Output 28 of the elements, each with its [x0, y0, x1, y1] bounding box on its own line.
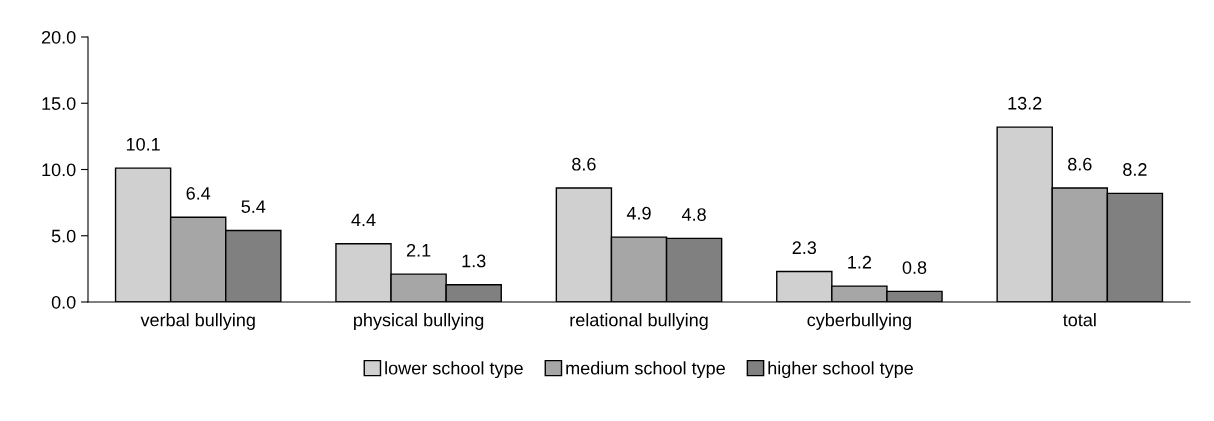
legend-label: higher school type — [768, 361, 913, 379]
x-tick-label: total — [1063, 313, 1096, 327]
data-label: 10.1 — [126, 137, 160, 151]
data-label: 6.4 — [186, 186, 211, 200]
data-label: 4.8 — [681, 208, 706, 221]
data-label: 2.3 — [792, 241, 817, 255]
data-label: 0.8 — [902, 261, 927, 274]
y-tick-label: 0.0 — [51, 295, 76, 309]
data-label: 5.4 — [241, 200, 266, 213]
y-tick-label: 15.0 — [42, 97, 76, 110]
y-tick-label: 5.0 — [51, 229, 76, 243]
data-label: 1.2 — [848, 255, 872, 269]
data-label: 8.2 — [1123, 163, 1147, 176]
data-label: 13.2 — [1008, 96, 1042, 110]
data-label: 4.9 — [626, 206, 651, 220]
y-tick-label: 20.0 — [41, 30, 76, 44]
x-tick-label: relational bullying — [570, 313, 708, 330]
x-tick-label: verbal bullying — [140, 313, 255, 330]
x-tick-label: physical bullying — [354, 313, 484, 330]
legend-label: medium school type — [566, 361, 725, 379]
data-label: 8.6 — [572, 157, 596, 171]
data-label: 4.4 — [351, 213, 376, 227]
y-tick-label: 10.0 — [42, 163, 76, 177]
data-label: 1.3 — [462, 254, 486, 268]
legend-label: lower school type — [385, 361, 523, 379]
data-label: 2.1 — [406, 243, 431, 257]
x-tick-label: cyberbullying — [807, 313, 911, 330]
data-label: 8.6 — [1068, 157, 1092, 171]
